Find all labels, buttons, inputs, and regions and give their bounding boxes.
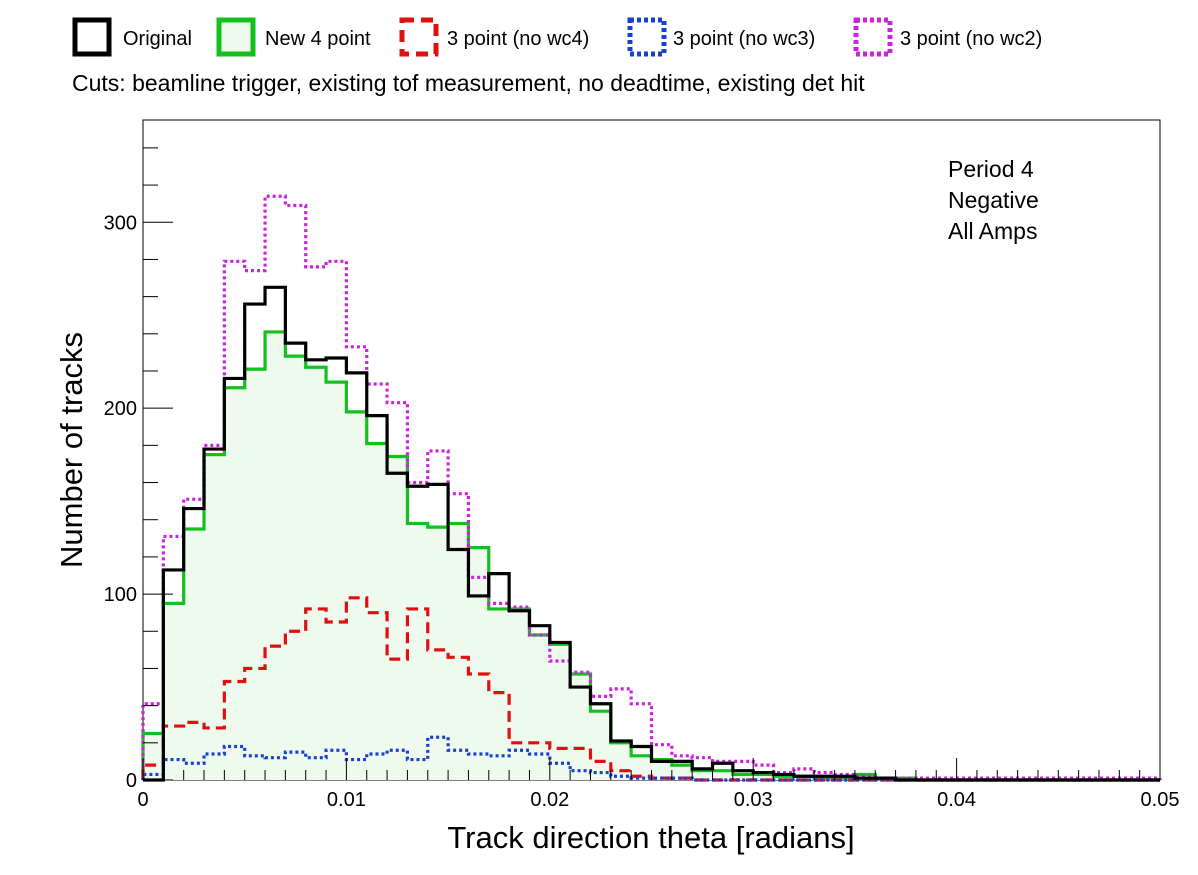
plot-area: 0 0.01 0.02 0.03 0.04 0.05 0 100 200 300	[104, 119, 1180, 811]
legend-label-2: 3 point (no wc4)	[447, 28, 589, 50]
y-tick-label: 0	[126, 770, 137, 792]
x-tick-label: 0.02	[530, 789, 569, 811]
legend-label-1: New 4 point	[265, 28, 371, 50]
x-tick-label: 0.01	[327, 789, 366, 811]
annotation-line-1: Period 4	[948, 156, 1034, 182]
y-tick-label: 200	[104, 398, 137, 420]
legend-swatch-0	[72, 17, 112, 57]
y-tick-label: 300	[104, 212, 137, 234]
x-tick-label: 0	[137, 789, 148, 811]
x-tick-label: 0.03	[734, 789, 773, 811]
cuts-subtitle: Cuts: beamline trigger, existing tof mea…	[72, 70, 865, 96]
legend: Original New 4 point 3 point (no wc4) 3 poi…	[72, 17, 1042, 57]
legend-label-0: Original	[123, 28, 192, 50]
legend-swatch-1	[216, 17, 256, 57]
series-line-3	[141, 735, 1160, 782]
y-axis-label: Number of tracks	[54, 332, 89, 568]
x-tick-label: 0.05	[1141, 789, 1180, 811]
series-fill-1	[143, 331, 1160, 780]
legend-label-4: 3 point (no wc2)	[900, 28, 1042, 50]
legend-swatch-3	[627, 17, 667, 57]
legend-label-3: 3 point (no wc3)	[673, 28, 815, 50]
annotation-box: Period 4 Negative All Amps	[948, 156, 1039, 244]
legend-swatch-2	[399, 17, 439, 57]
x-tick-label: 0.04	[937, 789, 976, 811]
annotation-line-2: Negative	[948, 187, 1039, 213]
annotation-line-3: All Amps	[948, 218, 1037, 244]
y-tick-label: 100	[104, 584, 137, 606]
x-axis-label: Track direction theta [radians]	[447, 820, 854, 855]
legend-swatch-4	[853, 17, 893, 57]
